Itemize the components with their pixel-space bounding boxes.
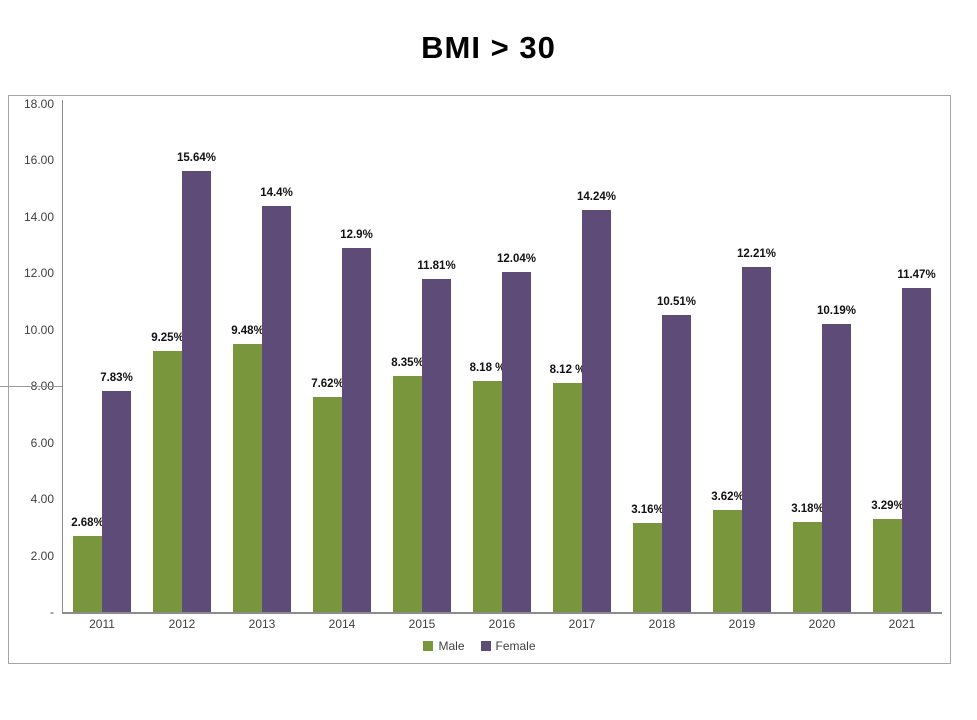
data-label: 3.18% [791, 503, 824, 515]
male-bar [73, 536, 102, 612]
female-bar [342, 248, 371, 612]
data-label: 11.47% [897, 269, 936, 281]
female-bar [502, 272, 531, 612]
chart-title: BMI > 30 [421, 30, 556, 65]
y-tick-label: 16.00 [23, 153, 54, 168]
female-bar [822, 324, 851, 612]
y-tick-label: 14.00 [23, 209, 54, 224]
x-category-label: 2015 [408, 617, 436, 631]
male-bar [473, 381, 502, 612]
x-category-label: 2014 [328, 617, 356, 631]
data-label: 3.62% [711, 491, 744, 503]
data-label: 8.12 % [549, 364, 586, 376]
male-bar [553, 383, 582, 612]
stray-line [0, 386, 62, 388]
data-label: 8.18 % [469, 362, 506, 374]
data-label: 14.4% [260, 187, 293, 199]
male-bar [313, 397, 342, 612]
data-label: 12.21% [736, 248, 776, 260]
data-label: 9.48% [231, 325, 264, 337]
data-label: 14.24% [576, 191, 616, 203]
y-tick-label: 4.00 [30, 492, 54, 507]
y-tick-label: 18.00 [23, 97, 54, 111]
x-category-label: 2012 [168, 617, 196, 631]
data-label: 3.29% [871, 500, 904, 512]
x-category-label: 2020 [808, 617, 836, 631]
data-label: 7.62% [311, 378, 344, 390]
female-bar [102, 391, 131, 612]
data-label: 2.68% [71, 517, 104, 529]
female-bar [262, 206, 291, 612]
female-bar [662, 315, 691, 612]
x-category-label: 2011 [89, 617, 115, 631]
male-bar [393, 376, 422, 612]
x-category-label: 2013 [248, 617, 276, 631]
data-label: 10.51% [656, 296, 696, 308]
legend-item-male: Male [423, 639, 465, 653]
data-label: 15.64% [176, 152, 216, 164]
y-tick-label: - [50, 605, 54, 619]
female-bar [902, 288, 931, 612]
x-category-label: 2019 [728, 617, 756, 631]
male-bar [233, 344, 262, 612]
female-swatch-icon [480, 641, 491, 651]
data-label: 10.19% [816, 305, 856, 317]
data-label: 12.04% [496, 253, 536, 265]
x-category-label: 2017 [568, 617, 596, 631]
x-axis-line [62, 612, 942, 614]
legend-male-label: Male [438, 639, 465, 653]
y-tick-label: 12.00 [23, 266, 54, 281]
female-bar [182, 171, 211, 612]
male-bar [153, 351, 182, 612]
data-label: 12.9% [340, 229, 373, 241]
male-bar [793, 522, 822, 612]
x-category-label: 2018 [648, 617, 676, 631]
y-tick-label: 10.00 [23, 322, 54, 337]
female-bar [742, 267, 771, 612]
data-label: 11.81% [417, 260, 456, 272]
female-bar [422, 279, 451, 612]
y-axis-line [62, 100, 63, 612]
data-label: 3.16% [631, 504, 664, 516]
legend-female-label: Female [495, 639, 536, 653]
y-tick-label: 6.00 [30, 435, 54, 450]
x-category-label: 2016 [488, 617, 516, 631]
data-label: 8.35% [391, 357, 424, 369]
data-label: 7.83% [100, 372, 133, 384]
male-bar [633, 523, 662, 612]
male-bar [873, 519, 902, 612]
data-label: 9.25% [151, 332, 184, 344]
y-tick-label: 2.00 [30, 548, 54, 563]
male-swatch-icon [423, 641, 434, 651]
x-category-label: 2021 [888, 617, 916, 631]
legend-item-female: Female [480, 639, 536, 653]
male-bar [713, 510, 742, 612]
female-bar [582, 210, 611, 612]
legend: Male Female [8, 637, 951, 655]
